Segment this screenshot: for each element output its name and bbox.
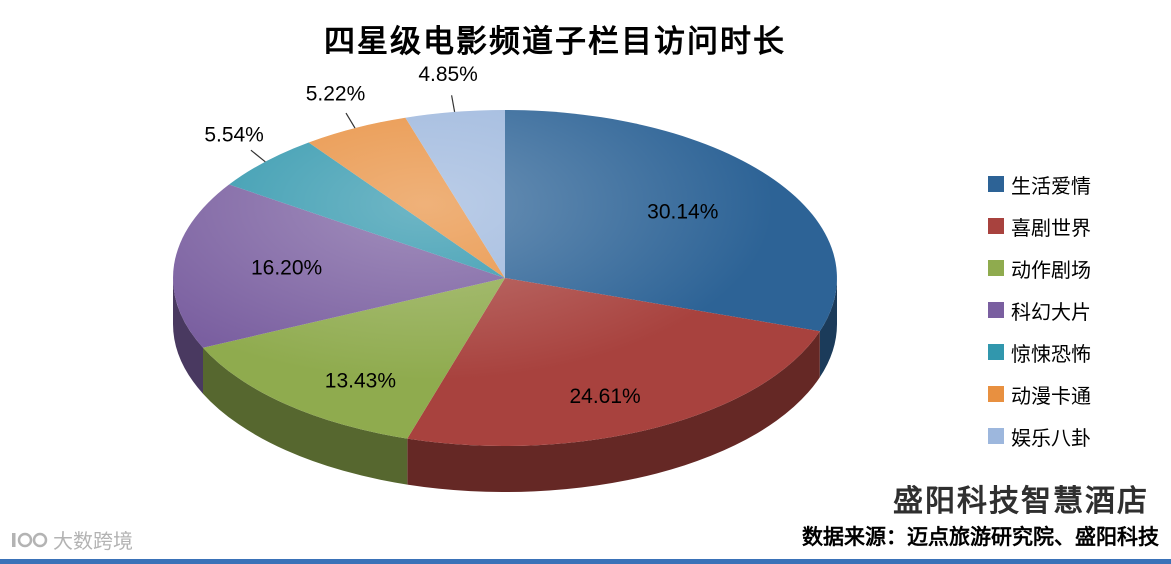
dashu-kuajing-logo-icon (12, 532, 48, 547)
pie-data-label: 5.22% (306, 83, 366, 106)
pie-data-label: 13.43% (325, 370, 396, 393)
legend-swatch (988, 428, 1004, 444)
site-watermark-text: 大数跨境 (53, 531, 133, 553)
pie-data-label: 30.14% (647, 201, 718, 224)
pie-label-leader-lines (250, 95, 456, 163)
chart-title: 四星级电影频道子栏目访问时长 (324, 24, 786, 59)
pie-data-label: 24.61% (569, 385, 640, 408)
legend-item: 喜剧世界 (988, 214, 1091, 240)
legend-item: 科幻大片 (988, 298, 1091, 324)
legend-swatch (988, 218, 1004, 234)
legend-item: 动漫卡通 (988, 382, 1091, 408)
legend-swatch (988, 176, 1004, 192)
legend-label: 惊悚恐怖 (1011, 343, 1091, 366)
legend-item: 动作剧场 (988, 256, 1091, 282)
legend-swatch (988, 386, 1004, 402)
legend-swatch (988, 260, 1004, 276)
legend-item: 惊悚恐怖 (988, 340, 1091, 366)
legend-item: 娱乐八卦 (988, 424, 1091, 450)
legend-label: 动作剧场 (1011, 259, 1091, 282)
legend-label: 喜剧世界 (1011, 217, 1091, 240)
label-leader-line (451, 95, 456, 113)
bottom-accent-bar (0, 559, 1171, 564)
legend-swatch (988, 302, 1004, 318)
brand-watermark: 盛阳科技智慧酒店 (893, 485, 1149, 518)
chart-legend: 生活爱情喜剧世界动作剧场科幻大片惊悚恐怖动漫卡通娱乐八卦 (988, 172, 1091, 450)
data-source-note: 数据来源：迈点旅游研究院、盛阳科技 (802, 526, 1159, 549)
pie-data-label: 16.20% (251, 257, 322, 280)
pie-slice-side (407, 331, 820, 493)
label-leader-line (345, 112, 356, 129)
label-leader-line (250, 149, 266, 163)
pie-data-label: 4.85% (418, 63, 478, 86)
legend-label: 娱乐八卦 (1011, 427, 1091, 450)
legend-label: 科幻大片 (1011, 301, 1091, 324)
pie-data-labels: 30.14% 24.61% 13.43% 16.20% 5.54% 5.22% 4.85% (204, 63, 718, 408)
legend-item: 生活爱情 (988, 172, 1091, 198)
legend-label: 生活爱情 (1011, 175, 1091, 198)
legend-swatch (988, 344, 1004, 360)
legend-label: 动漫卡通 (1011, 385, 1091, 408)
site-watermark: 大数跨境 (10, 525, 133, 554)
pie-data-label: 5.54% (204, 124, 264, 147)
